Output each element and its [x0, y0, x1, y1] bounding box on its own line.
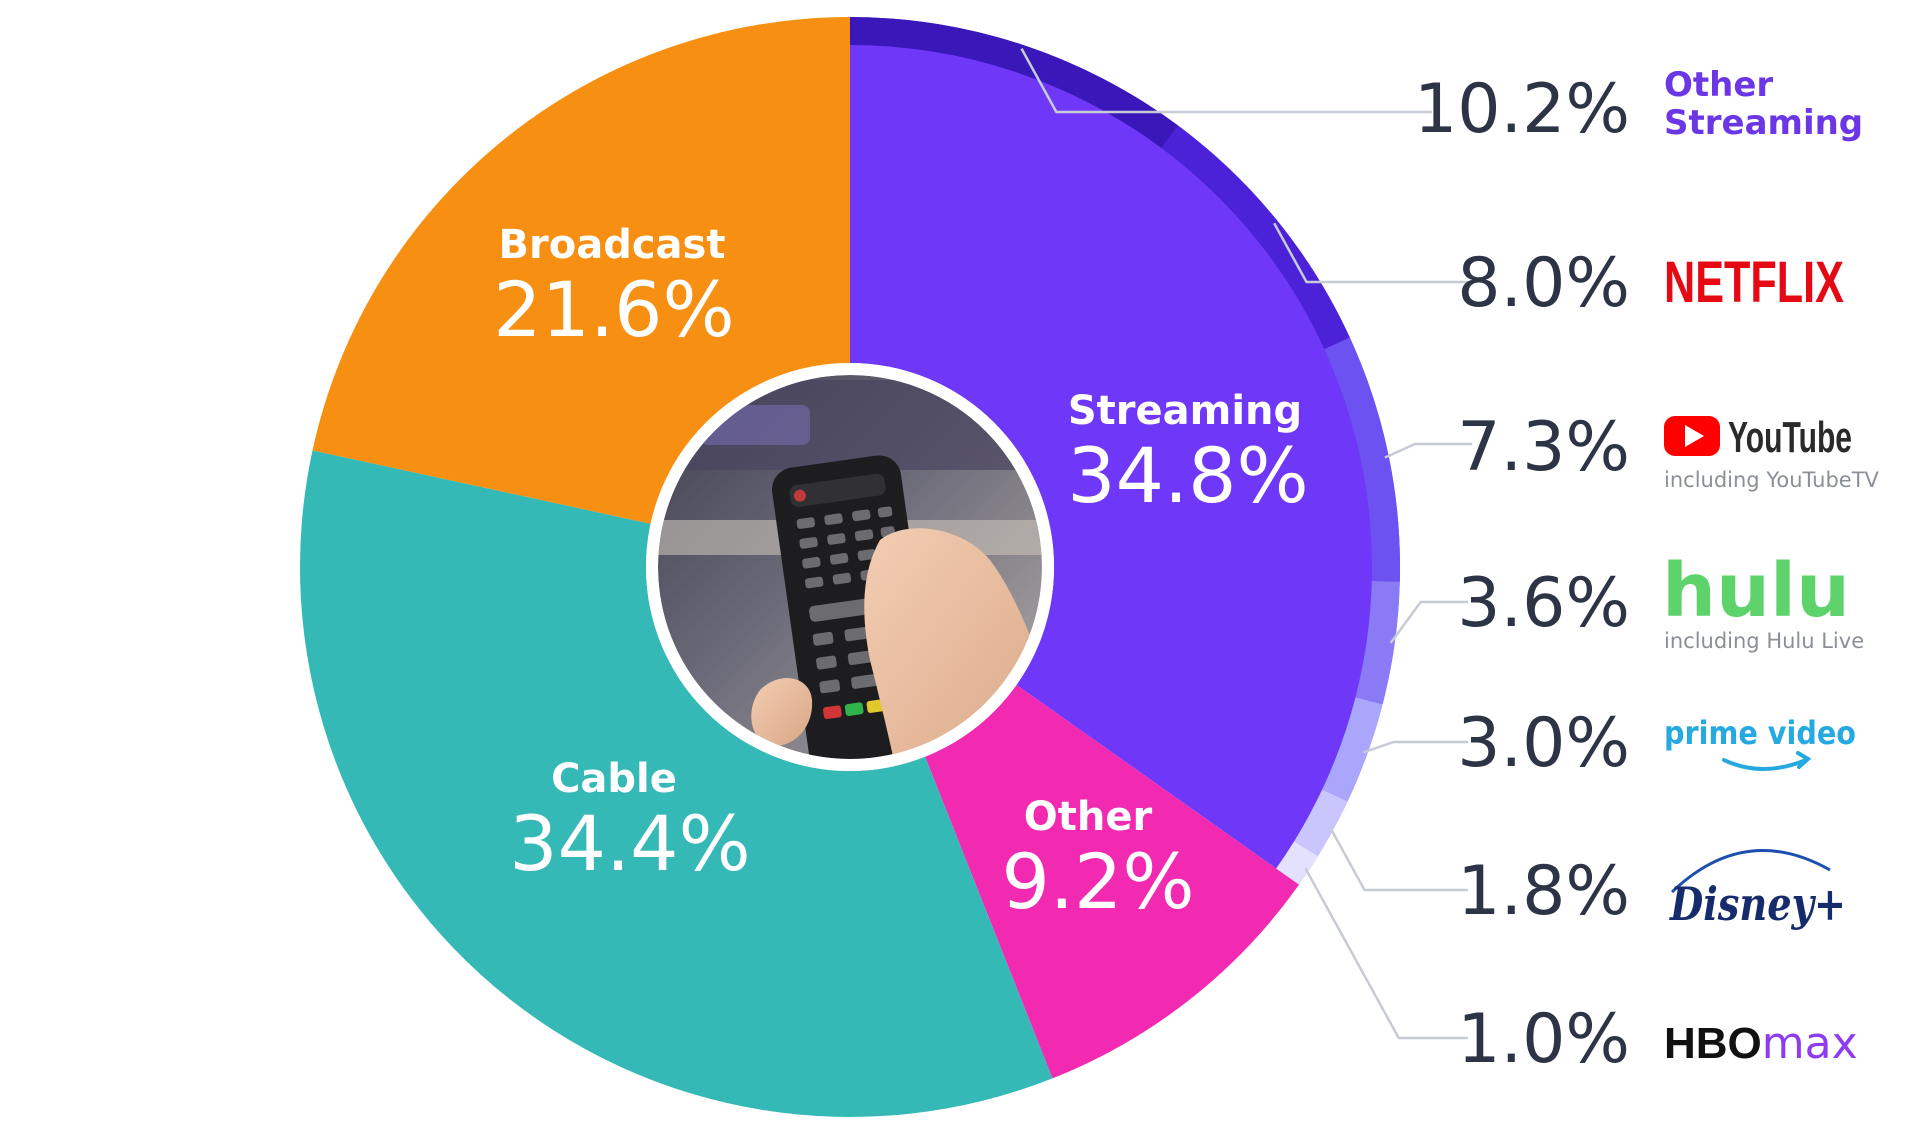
- slice-name: Cable: [551, 756, 677, 802]
- prime-smile-icon: [1722, 758, 1808, 771]
- prime-video-logo: prime video: [1664, 714, 1856, 771]
- breakdown-value-netflix: 8.0%: [1457, 244, 1630, 323]
- streaming-breakdown-ring: [850, 17, 1400, 885]
- slice-value: 34.8%: [1067, 431, 1308, 520]
- leader-line-hulu: [1389, 600, 1468, 644]
- leader-lines: [1020, 48, 1472, 1040]
- breakdown-value-hulu: 3.6%: [1457, 564, 1630, 643]
- ring-segment-youtube: [1324, 337, 1400, 582]
- brand-note: including Hulu Live: [1664, 629, 1864, 653]
- netflix-logo: NETFLIX: [1664, 250, 1844, 315]
- breakdown-value-youtube: 7.3%: [1457, 408, 1630, 487]
- ring-segment-disney-plus: [1294, 789, 1348, 856]
- leader-line-other-streaming: [1020, 48, 1432, 114]
- slice-label-other: Other 9.2%: [1001, 794, 1194, 926]
- leader-line-youtube: [1384, 442, 1472, 459]
- leader-line-hbo-max: [1304, 867, 1468, 1040]
- brand-name: HBOmax: [1664, 1018, 1858, 1069]
- ring-segment-hulu: [1355, 581, 1400, 705]
- slice-value: 9.2%: [1001, 837, 1194, 926]
- brand-name: hulu: [1662, 548, 1850, 634]
- brand-name: NETFLIX: [1664, 250, 1844, 315]
- slice-name: Broadcast: [499, 222, 726, 268]
- ring-segment-hbo-max: [1276, 841, 1318, 885]
- ring-segment-other-streaming: [850, 17, 1179, 149]
- brand-line: Streaming: [1664, 103, 1863, 143]
- breakdown-value-hbo-max: 1.0%: [1457, 1000, 1630, 1079]
- disney-plus-logo: Disney+: [1668, 849, 1846, 931]
- slice-value: 34.4%: [509, 799, 750, 888]
- brand-hbo: HBO: [1664, 1019, 1762, 1068]
- brand-name: Disney+: [1668, 877, 1846, 931]
- brand-line: Other: [1664, 65, 1773, 105]
- brand-name: prime video: [1664, 714, 1856, 752]
- leader-line-disney-plus: [1328, 826, 1468, 892]
- brand-name: YouTube: [1728, 413, 1852, 462]
- disney-arc-icon: [1670, 849, 1831, 894]
- slice-name: Other: [1024, 794, 1153, 840]
- hbo-max-logo: HBOmax: [1664, 1018, 1858, 1069]
- brand-max: max: [1762, 1018, 1858, 1069]
- breakdown-value-other-streaming: 10.2%: [1414, 70, 1630, 149]
- other-streaming-text: Other Streaming: [1664, 65, 1863, 143]
- slice-label-broadcast: Broadcast 21.6%: [493, 222, 734, 354]
- tv-remote-photo: [646, 363, 1054, 771]
- slice-label-cable: Cable 34.4%: [509, 756, 750, 888]
- slice-label-streaming: Streaming 34.8%: [1067, 388, 1308, 520]
- youtube-logo: YouTube including YouTubeTV: [1664, 413, 1880, 492]
- slice-name: Streaming: [1068, 388, 1302, 434]
- leader-line-prime-video: [1363, 740, 1468, 754]
- breakdown-values: 10.2% 8.0% 7.3% 3.6% 3.0% 1.8% 1.0%: [1414, 70, 1630, 1079]
- breakdown-value-disney-plus: 1.8%: [1457, 852, 1630, 931]
- breakdown-value-prime-video: 3.0%: [1457, 704, 1630, 783]
- leader-line-netflix: [1273, 222, 1472, 284]
- ring-segment-prime-video: [1322, 697, 1383, 802]
- ring-segment-netflix: [1161, 125, 1350, 350]
- brand-note: including YouTubeTV: [1664, 468, 1880, 492]
- slice-value: 21.6%: [493, 265, 734, 354]
- hulu-logo: hulu including Hulu Live: [1662, 548, 1864, 653]
